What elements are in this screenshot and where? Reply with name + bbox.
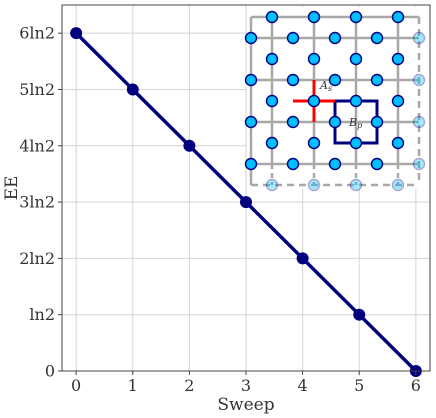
x-tick-label: 6	[411, 376, 421, 395]
periodic-qubit	[412, 31, 426, 45]
qubit	[307, 10, 321, 24]
qubit	[265, 10, 279, 24]
data-point	[183, 139, 196, 152]
qubit	[391, 136, 405, 150]
qubit	[286, 73, 300, 87]
y-tick-label: 0	[45, 362, 55, 381]
qubit	[328, 73, 342, 87]
periodic-qubit	[265, 178, 279, 192]
qubit	[370, 31, 384, 45]
qubit	[370, 73, 384, 87]
x-tick-label: 1	[128, 376, 138, 395]
qubit	[349, 136, 363, 150]
periodic-qubit	[412, 73, 426, 87]
qubit	[307, 94, 321, 108]
y-tick-label: 4ln2	[19, 136, 55, 155]
star-operator-subscript: s	[328, 84, 332, 93]
qubit	[370, 157, 384, 171]
qubit	[244, 157, 258, 171]
y-tick-label: ln2	[29, 305, 55, 324]
data-series	[70, 27, 422, 377]
data-point	[353, 308, 366, 321]
qubit	[286, 157, 300, 171]
x-tick-label: 4	[298, 376, 308, 395]
y-tick-label: 5ln2	[19, 80, 55, 99]
qubit	[286, 31, 300, 45]
qubit	[307, 52, 321, 66]
tick-labels: 0 1 2 3 4 5 6 0 ln2 2ln2 3ln2 4ln2 5ln2 6ln2	[19, 24, 421, 395]
data-point	[296, 252, 309, 265]
qubit	[244, 115, 258, 129]
data-point	[70, 27, 83, 40]
qubit	[307, 136, 321, 150]
y-tick-label: 2ln2	[19, 249, 55, 268]
qubit	[244, 73, 258, 87]
periodic-qubit	[412, 157, 426, 171]
qubit	[391, 10, 405, 24]
qubit	[370, 115, 384, 129]
periodic-qubit	[391, 178, 405, 192]
y-tick-label: 6ln2	[19, 24, 55, 43]
qubit	[244, 31, 258, 45]
y-axis-label: EE	[2, 176, 22, 201]
qubit	[328, 115, 342, 129]
x-tick-label: 3	[241, 376, 251, 395]
qubit	[391, 94, 405, 108]
periodic-qubit	[349, 178, 363, 192]
qubit	[328, 31, 342, 45]
qubit	[349, 94, 363, 108]
y-tick-label: 3ln2	[19, 193, 55, 212]
x-tick-label: 2	[184, 376, 194, 395]
qubit	[391, 52, 405, 66]
data-point	[240, 196, 252, 209]
qubit	[286, 115, 300, 129]
qubit	[265, 136, 279, 150]
qubit	[265, 94, 279, 108]
x-tick-label: 0	[71, 376, 81, 395]
x-tick-label: 5	[354, 376, 364, 395]
data-point	[126, 83, 139, 96]
plaquette-operator-subscript: p	[357, 121, 362, 130]
qubit	[349, 52, 363, 66]
qubit	[328, 157, 342, 171]
qubit	[265, 52, 279, 66]
x-axis-label: Sweep	[217, 395, 274, 415]
periodic-qubit	[412, 115, 426, 129]
qubit	[349, 10, 363, 24]
periodic-qubit	[307, 178, 321, 192]
